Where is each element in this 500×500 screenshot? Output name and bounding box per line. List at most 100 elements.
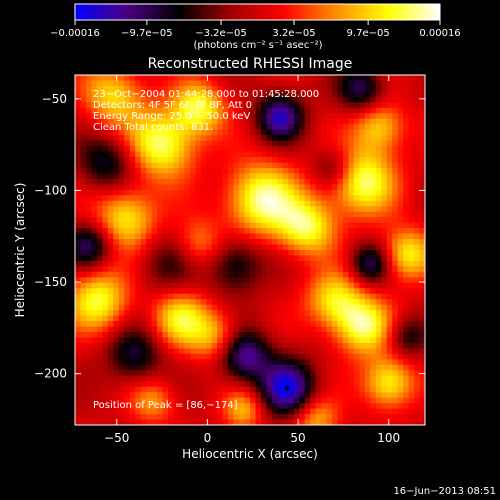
heatmap-cell (266, 375, 273, 382)
heatmap-cell (403, 200, 409, 207)
heatmap-cell (146, 189, 152, 196)
heatmap-cell (118, 107, 125, 114)
heatmap-cell (189, 375, 196, 382)
heatmap-cell (408, 299, 415, 306)
heatmap-cell (271, 189, 278, 196)
heatmap-cell (167, 113, 174, 120)
heatmap-cell (178, 200, 185, 207)
heatmap-cell (288, 200, 295, 207)
heatmap-cell (173, 233, 180, 240)
heatmap-cell (178, 173, 185, 180)
heatmap-cell (233, 107, 240, 114)
heatmap-cell (206, 255, 213, 262)
heatmap-cell (91, 370, 98, 377)
heatmap-cell (250, 167, 256, 174)
heatmap-cell (408, 233, 415, 240)
heatmap-cell (364, 364, 371, 371)
heatmap-cell (146, 326, 152, 333)
heatmap-cell (129, 299, 136, 306)
heatmap-cell (167, 85, 174, 92)
heatmap-cell (277, 293, 284, 300)
heatmap-cell (239, 260, 245, 267)
heatmap-cell (408, 96, 415, 103)
heatmap-cell (359, 239, 366, 245)
heatmap-cell (359, 408, 366, 415)
heatmap-cell (348, 189, 355, 196)
heatmap-cell (348, 151, 355, 158)
heatmap-cell (326, 91, 333, 98)
heatmap-cell (364, 255, 371, 262)
heatmap-cell (211, 75, 218, 81)
heatmap-cell (146, 403, 152, 409)
heatmap-cell (332, 118, 338, 125)
heatmap-cell (157, 271, 163, 278)
heatmap-cell (140, 124, 147, 131)
heatmap-cell (129, 162, 136, 169)
heatmap-cell (310, 189, 317, 196)
heatmap-cell (124, 386, 131, 393)
heatmap-cell (299, 184, 306, 191)
heatmap-cell (271, 85, 278, 92)
heatmap-cell (397, 408, 404, 415)
heatmap-cell (414, 157, 420, 163)
heatmap-cell (151, 282, 158, 289)
heatmap-cell (118, 250, 125, 256)
heatmap-cell (113, 293, 120, 300)
heatmap-cell (217, 381, 224, 388)
heatmap-cell (266, 178, 273, 185)
heatmap-cell (113, 162, 120, 169)
heatmap-cell (244, 211, 251, 218)
heatmap-cell (140, 250, 147, 256)
heatmap-cell (370, 260, 377, 267)
heatmap-cell (359, 321, 366, 327)
heatmap-cell (85, 173, 92, 180)
heatmap-cell (151, 157, 158, 163)
heatmap-cell (250, 315, 256, 322)
heatmap-cell (124, 293, 131, 300)
heatmap-cell (162, 124, 169, 131)
heatmap-cell (332, 189, 338, 196)
heatmap-cell (211, 282, 218, 289)
heatmap-cell (364, 348, 371, 355)
heatmap-cell (107, 113, 114, 120)
heatmap-cell (140, 228, 147, 234)
heatmap-cell (178, 107, 185, 114)
heatmap-cell (189, 178, 196, 185)
heatmap-cell (326, 167, 333, 174)
heatmap-cell (222, 332, 229, 338)
heatmap-cell (75, 189, 81, 196)
heatmap-cell (80, 107, 87, 114)
heatmap-cell (277, 353, 284, 360)
heatmap-cell (315, 135, 322, 142)
heatmap-cell (228, 140, 234, 147)
heatmap-cell (228, 315, 234, 322)
heatmap-cell (107, 222, 114, 229)
heatmap-cell (375, 375, 382, 382)
heatmap-cell (386, 260, 393, 267)
heatmap-cell (80, 140, 87, 147)
heatmap-cell (102, 146, 109, 152)
heatmap-cell (244, 266, 251, 273)
heatmap-cell (228, 337, 234, 344)
heatmap-cell (397, 414, 404, 420)
heatmap-cell (244, 353, 251, 360)
heatmap-cell (157, 178, 163, 185)
heatmap-cell (96, 151, 103, 158)
heatmap-cell (386, 184, 393, 191)
heatmap-cell (353, 414, 360, 420)
heatmap-cell (419, 102, 425, 109)
heatmap-cell (326, 255, 333, 262)
heatmap-cell (381, 271, 388, 278)
heatmap-cell (178, 162, 185, 169)
heatmap-cell (266, 403, 273, 409)
heatmap-cell (206, 107, 213, 114)
heatmap-cell (244, 162, 251, 169)
heatmap-cell (189, 173, 196, 180)
heatmap-cell (129, 189, 136, 196)
heatmap-cell (397, 342, 404, 349)
heatmap-cell (299, 255, 306, 262)
heatmap-cell (135, 233, 142, 240)
heatmap-cell (85, 255, 92, 262)
heatmap-cell (375, 162, 382, 169)
heatmap-cell (195, 228, 202, 234)
